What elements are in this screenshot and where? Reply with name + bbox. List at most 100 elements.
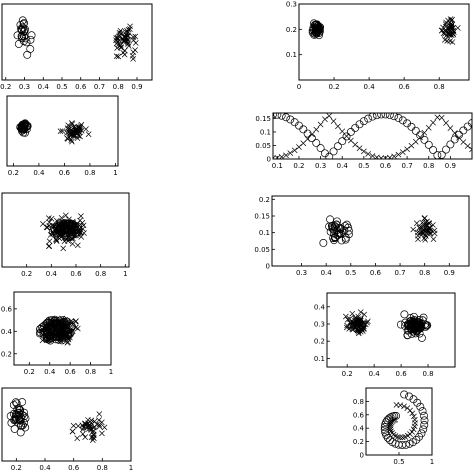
cross-point: [357, 309, 364, 315]
x-tick-label: 0.6: [70, 270, 82, 278]
cross-point: [66, 134, 72, 141]
cross-point: [344, 322, 350, 329]
cross-point: [66, 233, 73, 239]
y-tick-label: 0: [267, 156, 271, 164]
cross-point: [60, 245, 67, 252]
cross-point: [46, 238, 53, 245]
scatter-panel-8: 0.2 0.4 0.6 0.8 0.1 0.2 0.3 0.4: [314, 292, 456, 378]
circle-point: [20, 122, 29, 131]
cross-point: [39, 337, 46, 344]
cross-point: [61, 330, 68, 337]
circle-point: [385, 436, 394, 445]
cross-point: [361, 311, 368, 318]
y-tick-label: 0.1: [259, 229, 270, 237]
y-tick-label: 0.15: [254, 213, 270, 221]
cross-point: [421, 235, 428, 242]
cross-point: [82, 434, 89, 440]
cross-point: [46, 243, 53, 249]
circle-point: [411, 126, 420, 135]
x-tick-label: 0.8: [422, 370, 433, 378]
y-tick-label: 0.1: [260, 128, 271, 136]
cross-point: [65, 220, 71, 227]
cross-point: [69, 428, 76, 435]
x-tick-label: 0.6: [396, 370, 408, 378]
y-tick-label: 0.6: [1, 305, 13, 313]
cross-point: [378, 155, 384, 159]
circle-point: [346, 128, 355, 136]
x-tick-label: 0.3: [19, 83, 30, 91]
circle-point: [450, 135, 459, 144]
y-tick-label: 0.2: [286, 26, 297, 34]
circle-point: [416, 402, 425, 411]
circle-point: [388, 438, 397, 447]
circle-point: [26, 35, 35, 44]
cross-point: [96, 411, 103, 417]
circle-point: [381, 113, 390, 119]
circle-point: [315, 27, 324, 36]
circle-point: [419, 425, 428, 434]
plot-area: [40, 212, 87, 252]
cross-point: [55, 221, 62, 227]
cross-point: [464, 143, 471, 149]
plot-frame: [272, 112, 473, 160]
cross-point: [53, 237, 60, 243]
x-tick-label: 0.4: [364, 83, 376, 91]
cross-point: [79, 219, 86, 226]
circle-point: [16, 428, 25, 437]
cross-point: [448, 23, 454, 29]
cross-point: [352, 315, 358, 322]
circle-point: [421, 323, 430, 331]
circle-point: [392, 411, 401, 420]
cross-point: [46, 328, 53, 335]
cross-point: [442, 21, 449, 28]
y-tick-label: 0.05: [254, 246, 270, 254]
x-tick-label: 0.6: [380, 162, 392, 170]
cross-point: [83, 126, 89, 132]
cross-point: [397, 434, 403, 441]
cross-point: [66, 334, 73, 341]
plot-frame: [326, 292, 456, 368]
cross-point: [69, 121, 76, 127]
cross-point: [53, 331, 59, 338]
y-tick-label: 0.2: [314, 338, 325, 346]
circle-point: [325, 152, 334, 159]
cross-point: [355, 330, 362, 337]
cross-point: [74, 220, 81, 227]
y-tick-label: 0.05: [255, 142, 271, 150]
y-tick-label: 0.1: [286, 51, 297, 59]
cross-point: [330, 118, 337, 124]
cross-point: [119, 36, 126, 42]
cross-point: [411, 413, 417, 420]
circle-point: [344, 226, 353, 235]
cross-point: [64, 339, 71, 346]
cross-point: [369, 153, 376, 159]
cross-point: [127, 26, 133, 32]
circle-point: [329, 147, 338, 156]
cross-point: [426, 225, 433, 231]
cross-point: [70, 422, 77, 429]
cross-point: [61, 221, 68, 228]
plot-frame: [1, 387, 132, 462]
circle-point: [416, 131, 425, 140]
plot-frame: [6, 95, 119, 167]
cross-point: [422, 226, 428, 233]
cross-point: [90, 432, 97, 439]
cross-point: [70, 218, 76, 225]
circle-point: [400, 390, 409, 399]
cross-point: [123, 34, 130, 41]
y-tick-label: 0: [266, 263, 270, 271]
cross-point: [447, 125, 454, 131]
y-tick-label: 0.15: [255, 115, 271, 123]
cross-point: [58, 215, 65, 221]
cross-point: [365, 318, 371, 325]
plot-frame: [1, 3, 153, 81]
circle-point: [336, 225, 345, 233]
cross-point: [387, 422, 394, 429]
x-tick-label: 0.9: [445, 162, 456, 170]
x-tick-label: 0.3: [315, 162, 326, 170]
circle-point: [446, 140, 455, 149]
circle-point: [21, 423, 30, 432]
cross-point: [63, 224, 70, 231]
x-tick-label: 0.5: [393, 458, 404, 466]
circle-point: [309, 19, 318, 28]
